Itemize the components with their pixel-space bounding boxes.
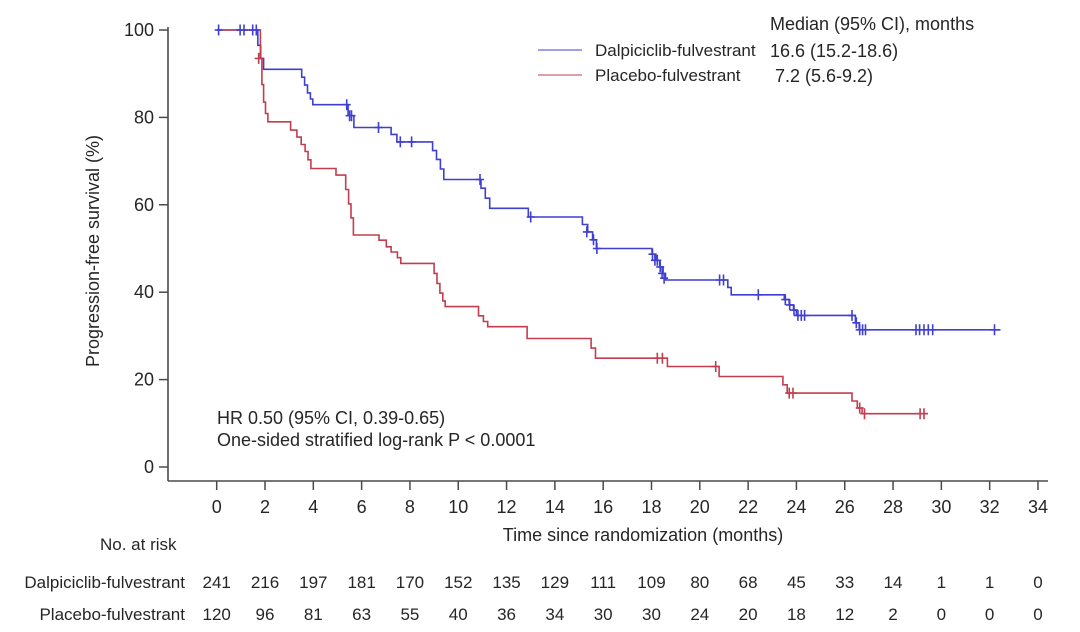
- y-tick-label: 40: [134, 282, 154, 302]
- x-tick-label: 26: [835, 497, 855, 517]
- x-tick-label: 6: [357, 497, 367, 517]
- risk-count: 40: [449, 605, 468, 624]
- x-tick-label: 0: [212, 497, 222, 517]
- treatment-censor-ticks: [214, 24, 999, 336]
- risk-row-label-control: Placebo-fulvestrant: [39, 605, 185, 624]
- x-tick-label: 24: [786, 497, 806, 517]
- x-axis-title: Time since randomization (months): [503, 525, 783, 545]
- x-tick-label: 4: [308, 497, 318, 517]
- control-censor-ticks: [254, 52, 928, 420]
- x-tick-label: 2: [260, 497, 270, 517]
- risk-count: 12: [835, 605, 854, 624]
- risk-count: 96: [256, 605, 275, 624]
- risk-count: 80: [690, 573, 709, 592]
- risk-count: 170: [396, 573, 424, 592]
- risk-count: 111: [590, 573, 616, 592]
- risk-count: 34: [545, 605, 564, 624]
- risk-count: 2: [888, 605, 897, 624]
- risk-count: 197: [299, 573, 327, 592]
- risk-table-title: No. at risk: [100, 535, 177, 554]
- risk-count: 45: [787, 573, 806, 592]
- x-tick-label: 10: [448, 497, 468, 517]
- risk-count: 81: [304, 605, 323, 624]
- risk-table: No. at risk Dalpiciclib-fulvestrant Plac…: [24, 535, 185, 624]
- risk-count: 181: [347, 573, 375, 592]
- y-tick-label: 0: [144, 457, 154, 477]
- risk-count: 36: [497, 605, 516, 624]
- x-tick-label: 8: [405, 497, 415, 517]
- risk-count: 14: [884, 573, 903, 592]
- risk-count: 129: [541, 573, 569, 592]
- legend-label-control: Placebo-fulvestrant: [595, 66, 741, 85]
- control-curve: [216, 29, 927, 415]
- risk-count: 68: [739, 573, 758, 592]
- risk-count: 241: [203, 573, 231, 592]
- treatment-curve: [216, 29, 1001, 331]
- x-tick-label: 22: [738, 497, 758, 517]
- x-tick-label: 18: [641, 497, 661, 517]
- stats-annotation: HR 0.50 (95% CI, 0.39-0.65) One-sided st…: [217, 408, 535, 450]
- risk-count: 20: [739, 605, 758, 624]
- risk-count: 120: [203, 605, 231, 624]
- pvalue-text: One-sided stratified log-rank P < 0.0001: [217, 430, 535, 450]
- x-tick-label: 32: [980, 497, 1000, 517]
- risk-count: 109: [637, 573, 665, 592]
- risk-count: 216: [251, 573, 279, 592]
- y-tick-label: 60: [134, 195, 154, 215]
- survival-curves: [216, 29, 1001, 415]
- censor-marks: [214, 24, 999, 420]
- legend: Median (95% CI), months Dalpiciclib-fulv…: [538, 14, 974, 86]
- risk-count: 135: [492, 573, 520, 592]
- risk-count: 30: [594, 605, 613, 624]
- risk-count: 18: [787, 605, 806, 624]
- y-tick-label: 80: [134, 107, 154, 127]
- risk-count: 0: [985, 605, 994, 624]
- x-tick-label: 12: [497, 497, 517, 517]
- x-tick-label: 34: [1028, 497, 1048, 517]
- legend-median-control: 7.2 (5.6-9.2): [775, 66, 873, 86]
- risk-count: 33: [835, 573, 854, 592]
- risk-count: 0: [1033, 605, 1042, 624]
- x-tick-label: 30: [931, 497, 951, 517]
- x-tick-label: 20: [690, 497, 710, 517]
- y-tick-label: 100: [124, 20, 154, 40]
- risk-count: 152: [444, 573, 472, 592]
- risk-count: 63: [352, 605, 371, 624]
- x-tick-label: 28: [883, 497, 903, 517]
- risk-count: 1: [937, 573, 946, 592]
- hazard-ratio-text: HR 0.50 (95% CI, 0.39-0.65): [217, 408, 445, 428]
- risk-count: 0: [937, 605, 946, 624]
- risk-count: 55: [400, 605, 419, 624]
- risk-row-label-treatment: Dalpiciclib-fulvestrant: [24, 573, 185, 592]
- legend-label-treatment: Dalpiciclib-fulvestrant: [595, 41, 756, 60]
- risk-count: 0: [1033, 573, 1042, 592]
- risk-table-numbers: 241 216 197 181 170 152 135 129 111 109 80 68 45 33 14…: [203, 573, 1043, 624]
- risk-count: 30: [642, 605, 661, 624]
- x-tick-label: 16: [593, 497, 613, 517]
- y-axis-title: Progression-free survival (%): [83, 135, 103, 367]
- legend-median-treatment: 16.6 (15.2-18.6): [770, 41, 898, 61]
- x-tick-label: 14: [545, 497, 565, 517]
- risk-count: 24: [690, 605, 709, 624]
- y-tick-label: 20: [134, 370, 154, 390]
- risk-count: 1: [985, 573, 994, 592]
- legend-header: Median (95% CI), months: [770, 14, 974, 34]
